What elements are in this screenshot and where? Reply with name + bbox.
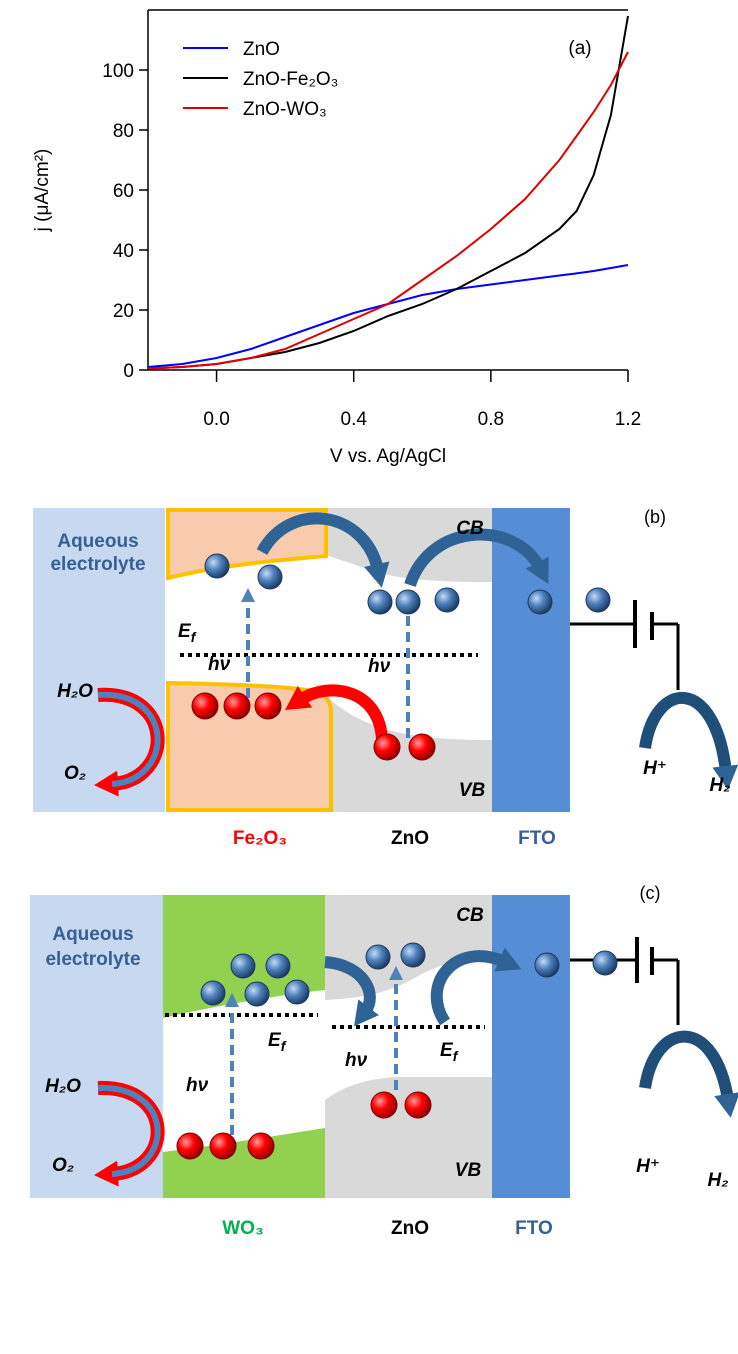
y-axis-label: j (μA/cm²) [32, 149, 53, 233]
shape-circle [266, 954, 290, 978]
shape-circle [177, 1133, 203, 1159]
label-water: H₂O [45, 1076, 81, 1097]
label-sub: f [453, 1048, 459, 1064]
line-series [148, 16, 628, 369]
shape-circle [371, 1092, 397, 1118]
shape-circle [255, 693, 281, 719]
label-proton: H⁺ [636, 1156, 660, 1177]
shape-rect [492, 895, 570, 1198]
x-tick-label: 0.0 [203, 409, 229, 430]
shape-circle [396, 590, 420, 614]
label-electrolyte: Aqueous [52, 924, 133, 945]
label-panel: (c) [640, 883, 661, 903]
shape-circle [285, 980, 309, 1004]
shape-g [570, 937, 678, 1025]
label-layers: FTO [518, 828, 556, 849]
shape-circle [535, 953, 559, 977]
shape-circle [245, 982, 269, 1006]
y-tick-label: 100 [102, 61, 134, 82]
label-photon: hν [345, 1050, 368, 1071]
y-tick-label: 40 [113, 241, 134, 262]
line-series [148, 52, 628, 369]
panel-label: (a) [568, 38, 591, 59]
figure: (a) V vs. Ag/AgCl j (μA/cm²) 0 20 40 60 80 10… [0, 0, 738, 1354]
shape-circle [201, 981, 225, 1005]
y-tick-label: 0 [123, 361, 134, 382]
shape-circle [401, 943, 425, 967]
label-electrolyte: electrolyte [50, 554, 145, 575]
label-vb: VB [455, 1160, 482, 1181]
shape-circle [528, 590, 552, 614]
shape-circle [192, 693, 218, 719]
shape-text: Ef [178, 621, 197, 645]
label-layers: ZnO [391, 1218, 429, 1239]
label-water: H₂O [57, 681, 93, 702]
shape-circle [258, 565, 282, 589]
shape-circle [224, 693, 250, 719]
shape-circle [368, 590, 392, 614]
label-cb: CB [456, 905, 484, 926]
label-sub: f [281, 1038, 287, 1054]
y-tick-label: 20 [113, 301, 134, 322]
label-oxygen: O₂ [64, 763, 86, 784]
label-electrolyte: electrolyte [45, 949, 140, 970]
label-layers: Fe₂O₃ [233, 828, 287, 849]
diagram-c: (c) Aqueous electrolyte CB VB Ef Ef hν h… [30, 883, 728, 1239]
label-oxygen: O₂ [52, 1155, 74, 1176]
shape-path [645, 1037, 728, 1100]
label-sub: f [191, 629, 197, 645]
label-layers: WO₃ [222, 1218, 264, 1239]
label-vb: VB [459, 780, 486, 801]
label-layers: FTO [515, 1218, 553, 1239]
label-photon: hν [368, 656, 391, 677]
label-electrolyte: Aqueous [57, 531, 138, 552]
shape-g [570, 600, 678, 690]
shape-text: Ef [268, 1030, 287, 1054]
shape-text: Ef [440, 1040, 459, 1064]
label-hydrogen: H₂ [708, 1170, 729, 1191]
label-photon: hν [186, 1075, 209, 1096]
legend-label: ZnO-Fe₂O₃ [243, 69, 338, 90]
shape-circle [409, 734, 435, 760]
y-tick-label: 80 [113, 121, 134, 142]
shape-circle [248, 1133, 274, 1159]
x-tick-label: 0.8 [478, 409, 504, 430]
shape-circle [374, 734, 400, 760]
label-cb: CB [456, 518, 484, 539]
label-proton: H⁺ [643, 758, 667, 779]
legend-label: ZnO-WO₃ [243, 99, 327, 120]
shape-circle [210, 1133, 236, 1159]
shape-circle [593, 951, 617, 975]
legend-label: ZnO [243, 39, 280, 60]
diagram-b: (b) Aqueous electrolyte CB VB Ef hν hν H… [33, 507, 730, 849]
shape-circle [435, 588, 459, 612]
chart-a: (a) V vs. Ag/AgCl j (μA/cm²) 0 20 40 60 80 10… [32, 10, 641, 467]
label-hydrogen: H₂ [710, 775, 731, 796]
x-tick-label: 0.4 [341, 409, 368, 430]
shape-circle [205, 554, 229, 578]
label-photon: hν [208, 654, 231, 675]
shape-circle [231, 954, 255, 978]
label-layers: ZnO [391, 828, 429, 849]
x-tick-label: 1.2 [615, 409, 641, 430]
shape-circle [586, 588, 610, 612]
x-axis-label: V vs. Ag/AgCl [330, 446, 446, 467]
shape-circle [366, 945, 390, 969]
shape-circle [405, 1092, 431, 1118]
y-tick-label: 60 [113, 181, 134, 202]
label-panel: (b) [644, 507, 666, 527]
